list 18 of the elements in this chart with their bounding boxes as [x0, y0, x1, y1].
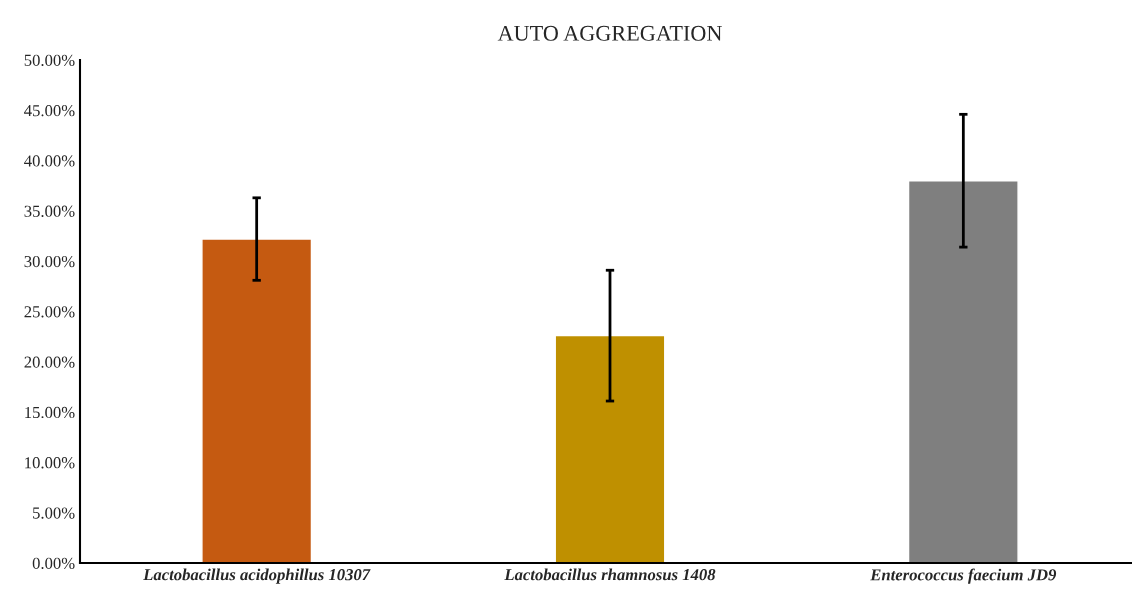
y-tick-label: 15.00% [25, 406, 75, 419]
x-tick-label: Enterococcus faecium JD9 [870, 568, 1057, 584]
x-tick-label: Lactobacillus rhamnosus 1408 [504, 568, 716, 581]
y-tick-label: 40.00% [24, 155, 75, 167]
y-tick-label: 35.00% [24, 205, 75, 217]
chart-title: AUTO AGGREGATION [497, 25, 722, 41]
y-tick-label: 5.00% [33, 507, 75, 519]
bar [907, 180, 1019, 563]
bar [554, 334, 666, 563]
x-tick-label: Lactobacillus acidophillus 10307 [143, 568, 371, 584]
y-tick-label: 45.00% [24, 105, 75, 117]
y-tick-label: 10.00% [25, 457, 75, 469]
bar [201, 238, 313, 563]
y-tick-label: 0.00% [32, 557, 75, 570]
y-tick-label: 25.00% [24, 306, 75, 318]
y-tick-label: 50.00% [24, 54, 75, 67]
y-tick-label: 30.00% [24, 255, 75, 268]
y-tick-label: 20.00% [24, 356, 75, 368]
